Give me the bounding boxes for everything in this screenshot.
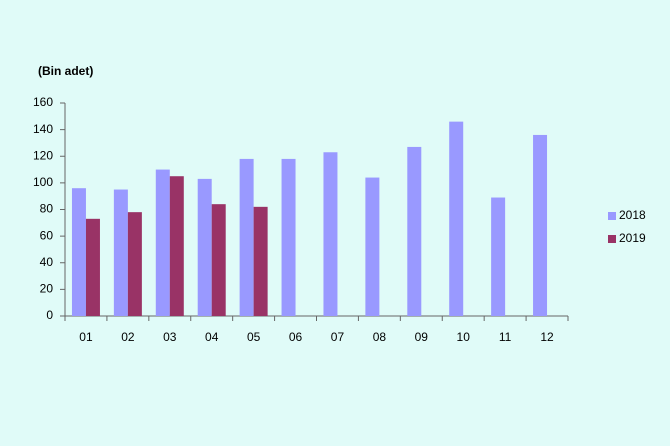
x-tick-label: 09 bbox=[415, 330, 429, 344]
bar bbox=[211, 204, 226, 316]
legend-label: 2018 bbox=[619, 208, 646, 222]
bar bbox=[239, 158, 254, 316]
bar bbox=[127, 212, 142, 316]
bar bbox=[113, 189, 128, 316]
x-tick-label: 01 bbox=[79, 330, 93, 344]
bar bbox=[85, 218, 100, 316]
x-tick-label: 08 bbox=[373, 330, 387, 344]
bar bbox=[155, 169, 170, 316]
x-tick-label: 12 bbox=[540, 330, 554, 344]
y-tick-label: 120 bbox=[33, 148, 53, 162]
x-tick-label: 11 bbox=[499, 330, 512, 344]
bar bbox=[169, 176, 184, 316]
y-tick-label: 100 bbox=[33, 175, 53, 189]
bar bbox=[253, 206, 268, 316]
y-tick-label: 20 bbox=[40, 282, 54, 296]
x-tick-label: 02 bbox=[121, 330, 135, 344]
y-tick-label: 60 bbox=[40, 228, 54, 242]
legend-swatch bbox=[608, 212, 616, 220]
x-tick-label: 05 bbox=[247, 330, 261, 344]
x-tick-label: 03 bbox=[163, 330, 177, 344]
y-tick-label: 140 bbox=[33, 122, 53, 136]
x-tick-label: 10 bbox=[457, 330, 471, 344]
bar bbox=[491, 197, 506, 316]
bar bbox=[197, 178, 212, 316]
bar bbox=[533, 134, 548, 316]
y-tick-label: 40 bbox=[40, 255, 54, 269]
y-tick-label: 160 bbox=[33, 95, 53, 109]
bar bbox=[365, 177, 380, 316]
bar bbox=[323, 152, 338, 316]
legend-label: 2019 bbox=[619, 231, 646, 245]
legend-swatch bbox=[608, 235, 616, 243]
bar bbox=[449, 121, 464, 316]
bar bbox=[407, 146, 422, 316]
x-tick-label: 07 bbox=[331, 330, 345, 344]
bar bbox=[71, 188, 86, 316]
x-tick-label: 06 bbox=[289, 330, 303, 344]
chart-title: (Bin adet) bbox=[38, 64, 93, 78]
bar bbox=[281, 158, 296, 316]
y-tick-label: 80 bbox=[40, 202, 54, 216]
y-tick-label: 0 bbox=[46, 308, 53, 322]
x-tick-label: 04 bbox=[205, 330, 219, 344]
